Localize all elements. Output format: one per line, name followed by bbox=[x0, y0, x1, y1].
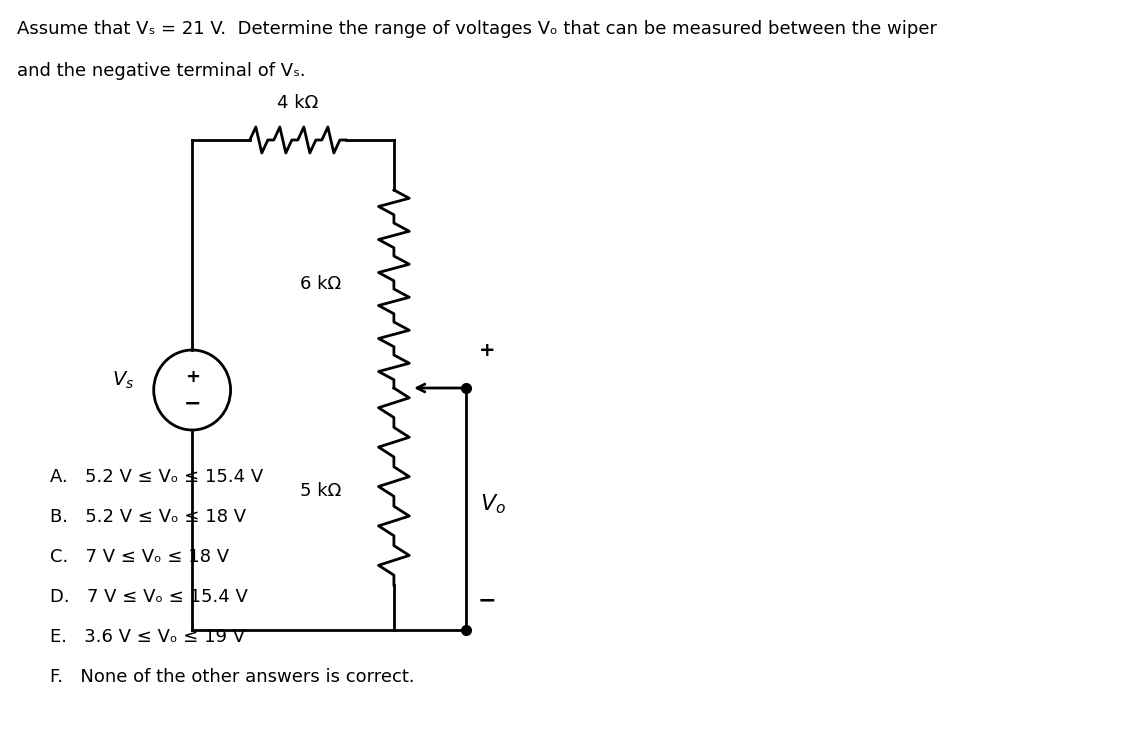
Text: Assume that Vₛ = 21 V.  Determine the range of voltages Vₒ that can be measured : Assume that Vₛ = 21 V. Determine the ran… bbox=[17, 20, 937, 38]
Text: B.   5.2 V ≤ Vₒ ≤ 18 V: B. 5.2 V ≤ Vₒ ≤ 18 V bbox=[50, 508, 247, 526]
Text: $V_s$: $V_s$ bbox=[112, 369, 134, 391]
Text: 5 kΩ: 5 kΩ bbox=[299, 483, 341, 501]
Text: F.   None of the other answers is correct.: F. None of the other answers is correct. bbox=[50, 668, 414, 686]
Text: 6 kΩ: 6 kΩ bbox=[299, 275, 341, 293]
Text: C.   7 V ≤ Vₒ ≤ 18 V: C. 7 V ≤ Vₒ ≤ 18 V bbox=[50, 548, 229, 566]
Text: D.   7 V ≤ Vₒ ≤ 15.4 V: D. 7 V ≤ Vₒ ≤ 15.4 V bbox=[50, 588, 248, 606]
Text: +: + bbox=[185, 368, 200, 386]
Text: A.   5.2 V ≤ Vₒ ≤ 15.4 V: A. 5.2 V ≤ Vₒ ≤ 15.4 V bbox=[50, 468, 263, 486]
Text: +: + bbox=[478, 340, 496, 359]
Text: −: − bbox=[478, 590, 497, 610]
Text: 4 kΩ: 4 kΩ bbox=[278, 94, 319, 112]
Text: E.   3.6 V ≤ Vₒ ≤ 19 V: E. 3.6 V ≤ Vₒ ≤ 19 V bbox=[50, 628, 245, 646]
Text: −: − bbox=[184, 394, 201, 414]
Text: and the negative terminal of Vₛ.: and the negative terminal of Vₛ. bbox=[17, 62, 306, 80]
Text: $V_o$: $V_o$ bbox=[479, 492, 506, 516]
